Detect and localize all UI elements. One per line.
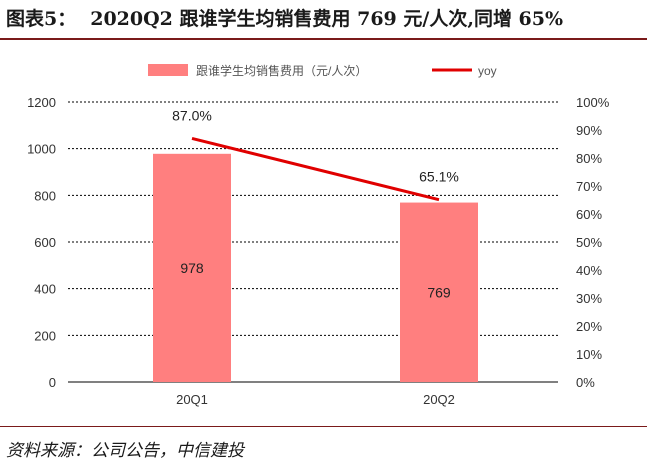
x-tick-label: 20Q1 [176,392,208,407]
y-left-tick-label: 1000 [27,142,56,157]
y-right-tick-label: 90% [576,123,602,138]
y-left-tick-label: 1200 [27,95,56,110]
y-left-tick-label: 800 [34,188,56,203]
y-right-tick-label: 70% [576,179,602,194]
y-left-tick-label: 600 [34,235,56,250]
legend-label-bar: 跟谁学生均销售费用（元/人次） [196,63,367,78]
figure-title-text: 2020Q2 跟谁学生均销售费用 769 元/人次,同增 65% [90,8,564,30]
y-right-tick-label: 20% [576,319,602,334]
title-divider [0,38,647,40]
y-right-tick-label: 0% [576,375,595,390]
bar-value-label: 978 [180,260,204,276]
y-left-tick-label: 0 [49,375,56,390]
y-left-tick-label: 400 [34,282,56,297]
y-right-tick-label: 30% [576,291,602,306]
source-divider [0,426,647,427]
y-right-tick-label: 40% [576,263,602,278]
yoy-value-label: 87.0% [172,107,212,123]
figure-label: 图表5： [6,8,77,30]
bar [400,202,478,382]
y-right-tick-label: 80% [576,151,602,166]
y-right-tick-label: 10% [576,347,602,362]
yoy-line [191,136,440,202]
y-left-tick-label: 200 [34,328,56,343]
figure-title: 图表5： 2020Q2 跟谁学生均销售费用 769 元/人次,同增 65% [6,4,563,31]
yoy-value-label: 65.1% [419,169,459,185]
y-right-tick-label: 50% [576,235,602,250]
legend-swatch-bar [148,64,188,76]
source-note: 资料来源：公司公告，中信建投 [6,441,244,461]
bar [153,153,231,382]
y-right-tick-label: 60% [576,207,602,222]
legend-label-line: yoy [478,64,497,78]
x-tick-label: 20Q2 [423,392,455,407]
y-right-tick-label: 100% [576,95,610,110]
bar-value-label: 769 [427,284,451,300]
